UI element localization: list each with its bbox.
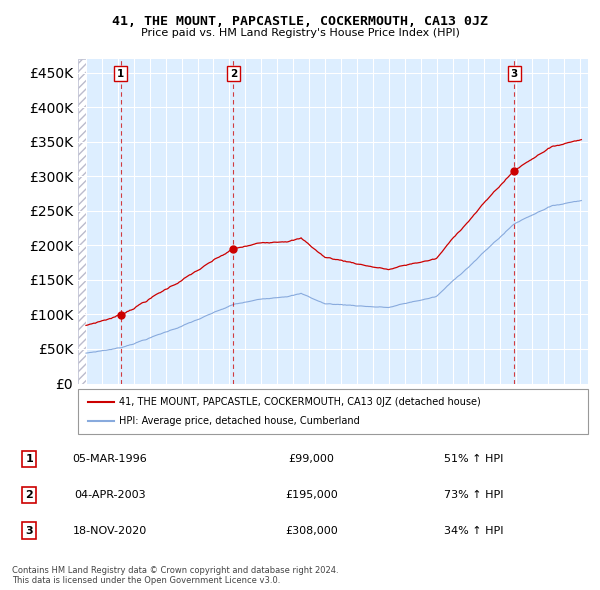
Text: 51% ↑ HPI: 51% ↑ HPI	[444, 454, 503, 464]
Text: 18-NOV-2020: 18-NOV-2020	[73, 526, 147, 536]
Bar	[78, 59, 86, 384]
Text: Contains HM Land Registry data © Crown copyright and database right 2024.: Contains HM Land Registry data © Crown c…	[12, 566, 338, 575]
Text: 73% ↑ HPI: 73% ↑ HPI	[444, 490, 503, 500]
Text: This data is licensed under the Open Government Licence v3.0.: This data is licensed under the Open Gov…	[12, 576, 280, 585]
Text: 3: 3	[511, 68, 518, 78]
Text: 04-APR-2003: 04-APR-2003	[74, 490, 146, 500]
Text: 1: 1	[25, 454, 33, 464]
Text: HPI: Average price, detached house, Cumberland: HPI: Average price, detached house, Cumb…	[119, 417, 359, 426]
Text: 05-MAR-1996: 05-MAR-1996	[73, 454, 147, 464]
Text: £99,000: £99,000	[289, 454, 334, 464]
Text: Price paid vs. HM Land Registry's House Price Index (HPI): Price paid vs. HM Land Registry's House …	[140, 28, 460, 38]
Text: £308,000: £308,000	[285, 526, 338, 536]
Text: 41, THE MOUNT, PAPCASTLE, COCKERMOUTH, CA13 0JZ (detached house): 41, THE MOUNT, PAPCASTLE, COCKERMOUTH, C…	[119, 397, 481, 407]
Text: 3: 3	[25, 526, 33, 536]
Text: 34% ↑ HPI: 34% ↑ HPI	[444, 526, 503, 536]
Text: 2: 2	[25, 490, 33, 500]
FancyBboxPatch shape	[78, 389, 588, 434]
Text: 2: 2	[230, 68, 237, 78]
Text: 41, THE MOUNT, PAPCASTLE, COCKERMOUTH, CA13 0JZ: 41, THE MOUNT, PAPCASTLE, COCKERMOUTH, C…	[112, 15, 488, 28]
Text: 1: 1	[117, 68, 124, 78]
Text: £195,000: £195,000	[285, 490, 338, 500]
